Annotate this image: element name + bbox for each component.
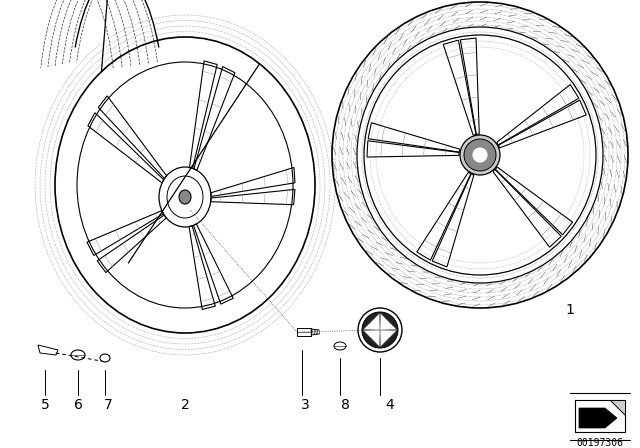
Text: 7: 7: [104, 398, 113, 412]
Text: 2: 2: [180, 398, 189, 412]
Ellipse shape: [460, 135, 500, 175]
Ellipse shape: [179, 190, 191, 204]
Ellipse shape: [464, 139, 496, 171]
Text: 5: 5: [40, 398, 49, 412]
Polygon shape: [363, 313, 380, 330]
Polygon shape: [579, 408, 617, 428]
Polygon shape: [380, 330, 397, 347]
Polygon shape: [363, 330, 380, 347]
Ellipse shape: [374, 324, 386, 336]
Text: 00197306: 00197306: [577, 438, 623, 448]
Ellipse shape: [362, 312, 398, 348]
Text: 4: 4: [386, 398, 394, 412]
Text: 3: 3: [301, 398, 309, 412]
Polygon shape: [575, 400, 625, 432]
Text: 6: 6: [74, 398, 83, 412]
Ellipse shape: [473, 148, 487, 162]
Text: 8: 8: [340, 398, 349, 412]
Polygon shape: [610, 400, 625, 415]
Polygon shape: [380, 313, 397, 330]
Text: 1: 1: [566, 303, 575, 317]
